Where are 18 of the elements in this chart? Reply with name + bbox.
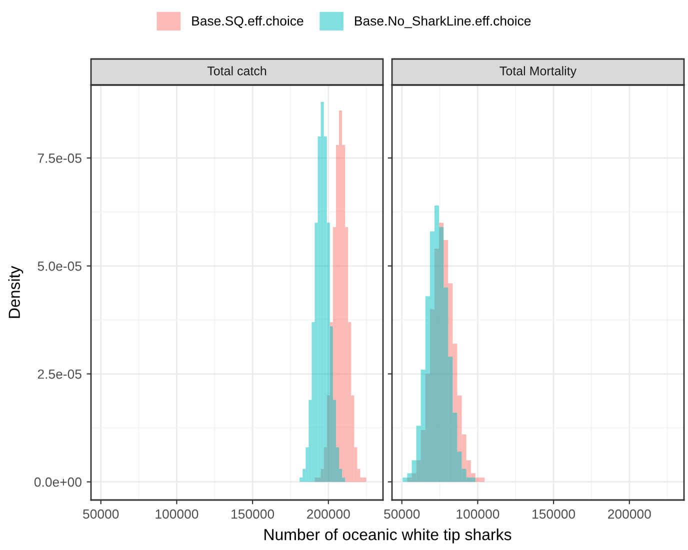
- y-tick-label: 0.0e+00: [34, 477, 82, 487]
- x-tick-label: 150000: [532, 509, 576, 519]
- legend-label: Base.No_SharkLine.eff.choice: [355, 16, 531, 28]
- x-tick-label: 50000: [384, 509, 420, 519]
- legend-label: Base.SQ.eff.choice: [192, 16, 304, 28]
- x-tick-label: 200000: [608, 509, 651, 519]
- x-tick-label: 50000: [83, 509, 119, 519]
- y-tick-label: 5.0e-05: [38, 262, 82, 271]
- y-tick-label: 7.5e-05: [38, 154, 82, 163]
- chart-title: Total catch: [207, 66, 266, 76]
- chart-title: Total Mortality: [500, 66, 577, 78]
- y-tick-label: 2.5e-05: [38, 369, 82, 379]
- x-tick-label: 150000: [232, 509, 274, 519]
- x-tick-label: 100000: [156, 509, 198, 519]
- x-axis-title: Number of oceanic white tip sharks: [264, 528, 512, 544]
- x-tick-label: 100000: [456, 509, 500, 519]
- x-tick-label: 200000: [307, 509, 350, 519]
- y-axis-title: Density: [8, 266, 24, 318]
